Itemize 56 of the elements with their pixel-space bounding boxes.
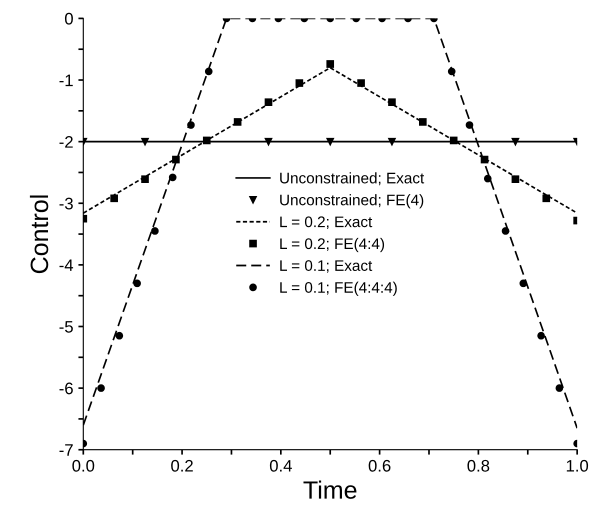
- y-tick-label: -4: [60, 259, 74, 271]
- y-tick-label: -3: [60, 198, 73, 210]
- x-axis-title: Time: [303, 480, 356, 499]
- point: [502, 227, 510, 235]
- x-tick-label: 0.6: [368, 460, 390, 472]
- legend-label: L = 0.2; Exact: [280, 216, 372, 230]
- point: [326, 138, 334, 146]
- legend-label: L = 0.1; FE(4:4:4): [280, 282, 397, 296]
- y-tick-label: -6: [60, 382, 73, 394]
- point: [419, 118, 427, 126]
- point: [116, 332, 124, 340]
- x-tick-label: 0.0: [72, 460, 94, 472]
- point: [388, 98, 396, 106]
- point: [264, 98, 272, 106]
- point: [450, 136, 458, 144]
- point: [97, 384, 105, 392]
- point: [466, 121, 474, 129]
- legend-label: Unconstrained; Exact: [280, 172, 424, 186]
- x-tick-label: 0.8: [467, 460, 490, 472]
- point: [141, 138, 149, 146]
- legend-label: L = 0.2; FE(4:4): [280, 238, 384, 252]
- y-axis-title: Control: [30, 195, 48, 274]
- point: [520, 280, 528, 288]
- x-tick-label: 0.2: [171, 460, 193, 472]
- point: [484, 174, 492, 182]
- point: [556, 384, 564, 392]
- point: [448, 68, 456, 76]
- point: [204, 68, 213, 76]
- y-tick-label: -5: [60, 321, 73, 333]
- y-tick-label: -1: [60, 74, 73, 86]
- point: [512, 138, 520, 146]
- point: [133, 280, 141, 288]
- point: [480, 156, 488, 164]
- point: [187, 121, 195, 129]
- point: [141, 175, 149, 184]
- point: [512, 175, 520, 184]
- point: [110, 194, 118, 202]
- point: [296, 79, 304, 87]
- y-tick-label: -2: [60, 136, 73, 148]
- x-tick-label: 1.0: [566, 460, 588, 472]
- point: [172, 156, 180, 164]
- y-tick-label: 0: [64, 12, 73, 25]
- point: [537, 332, 545, 340]
- point: [542, 194, 550, 202]
- legend-label: L = 0.1; Exact: [280, 260, 372, 273]
- point: [151, 227, 159, 235]
- point: [168, 174, 177, 182]
- y-tick-label: -7: [60, 444, 73, 456]
- legend-label: Unconstrained; FE(4): [280, 194, 424, 208]
- x-tick-label: 0.4: [270, 460, 292, 472]
- point: [234, 118, 242, 126]
- point: [202, 136, 211, 144]
- point: [357, 79, 365, 87]
- point: [388, 138, 396, 146]
- point: [264, 138, 272, 146]
- point: [326, 60, 334, 68]
